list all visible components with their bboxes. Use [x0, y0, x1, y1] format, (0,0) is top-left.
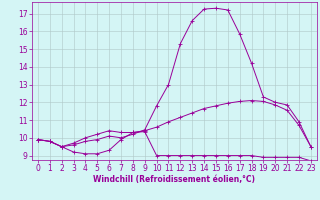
X-axis label: Windchill (Refroidissement éolien,°C): Windchill (Refroidissement éolien,°C) — [93, 175, 255, 184]
